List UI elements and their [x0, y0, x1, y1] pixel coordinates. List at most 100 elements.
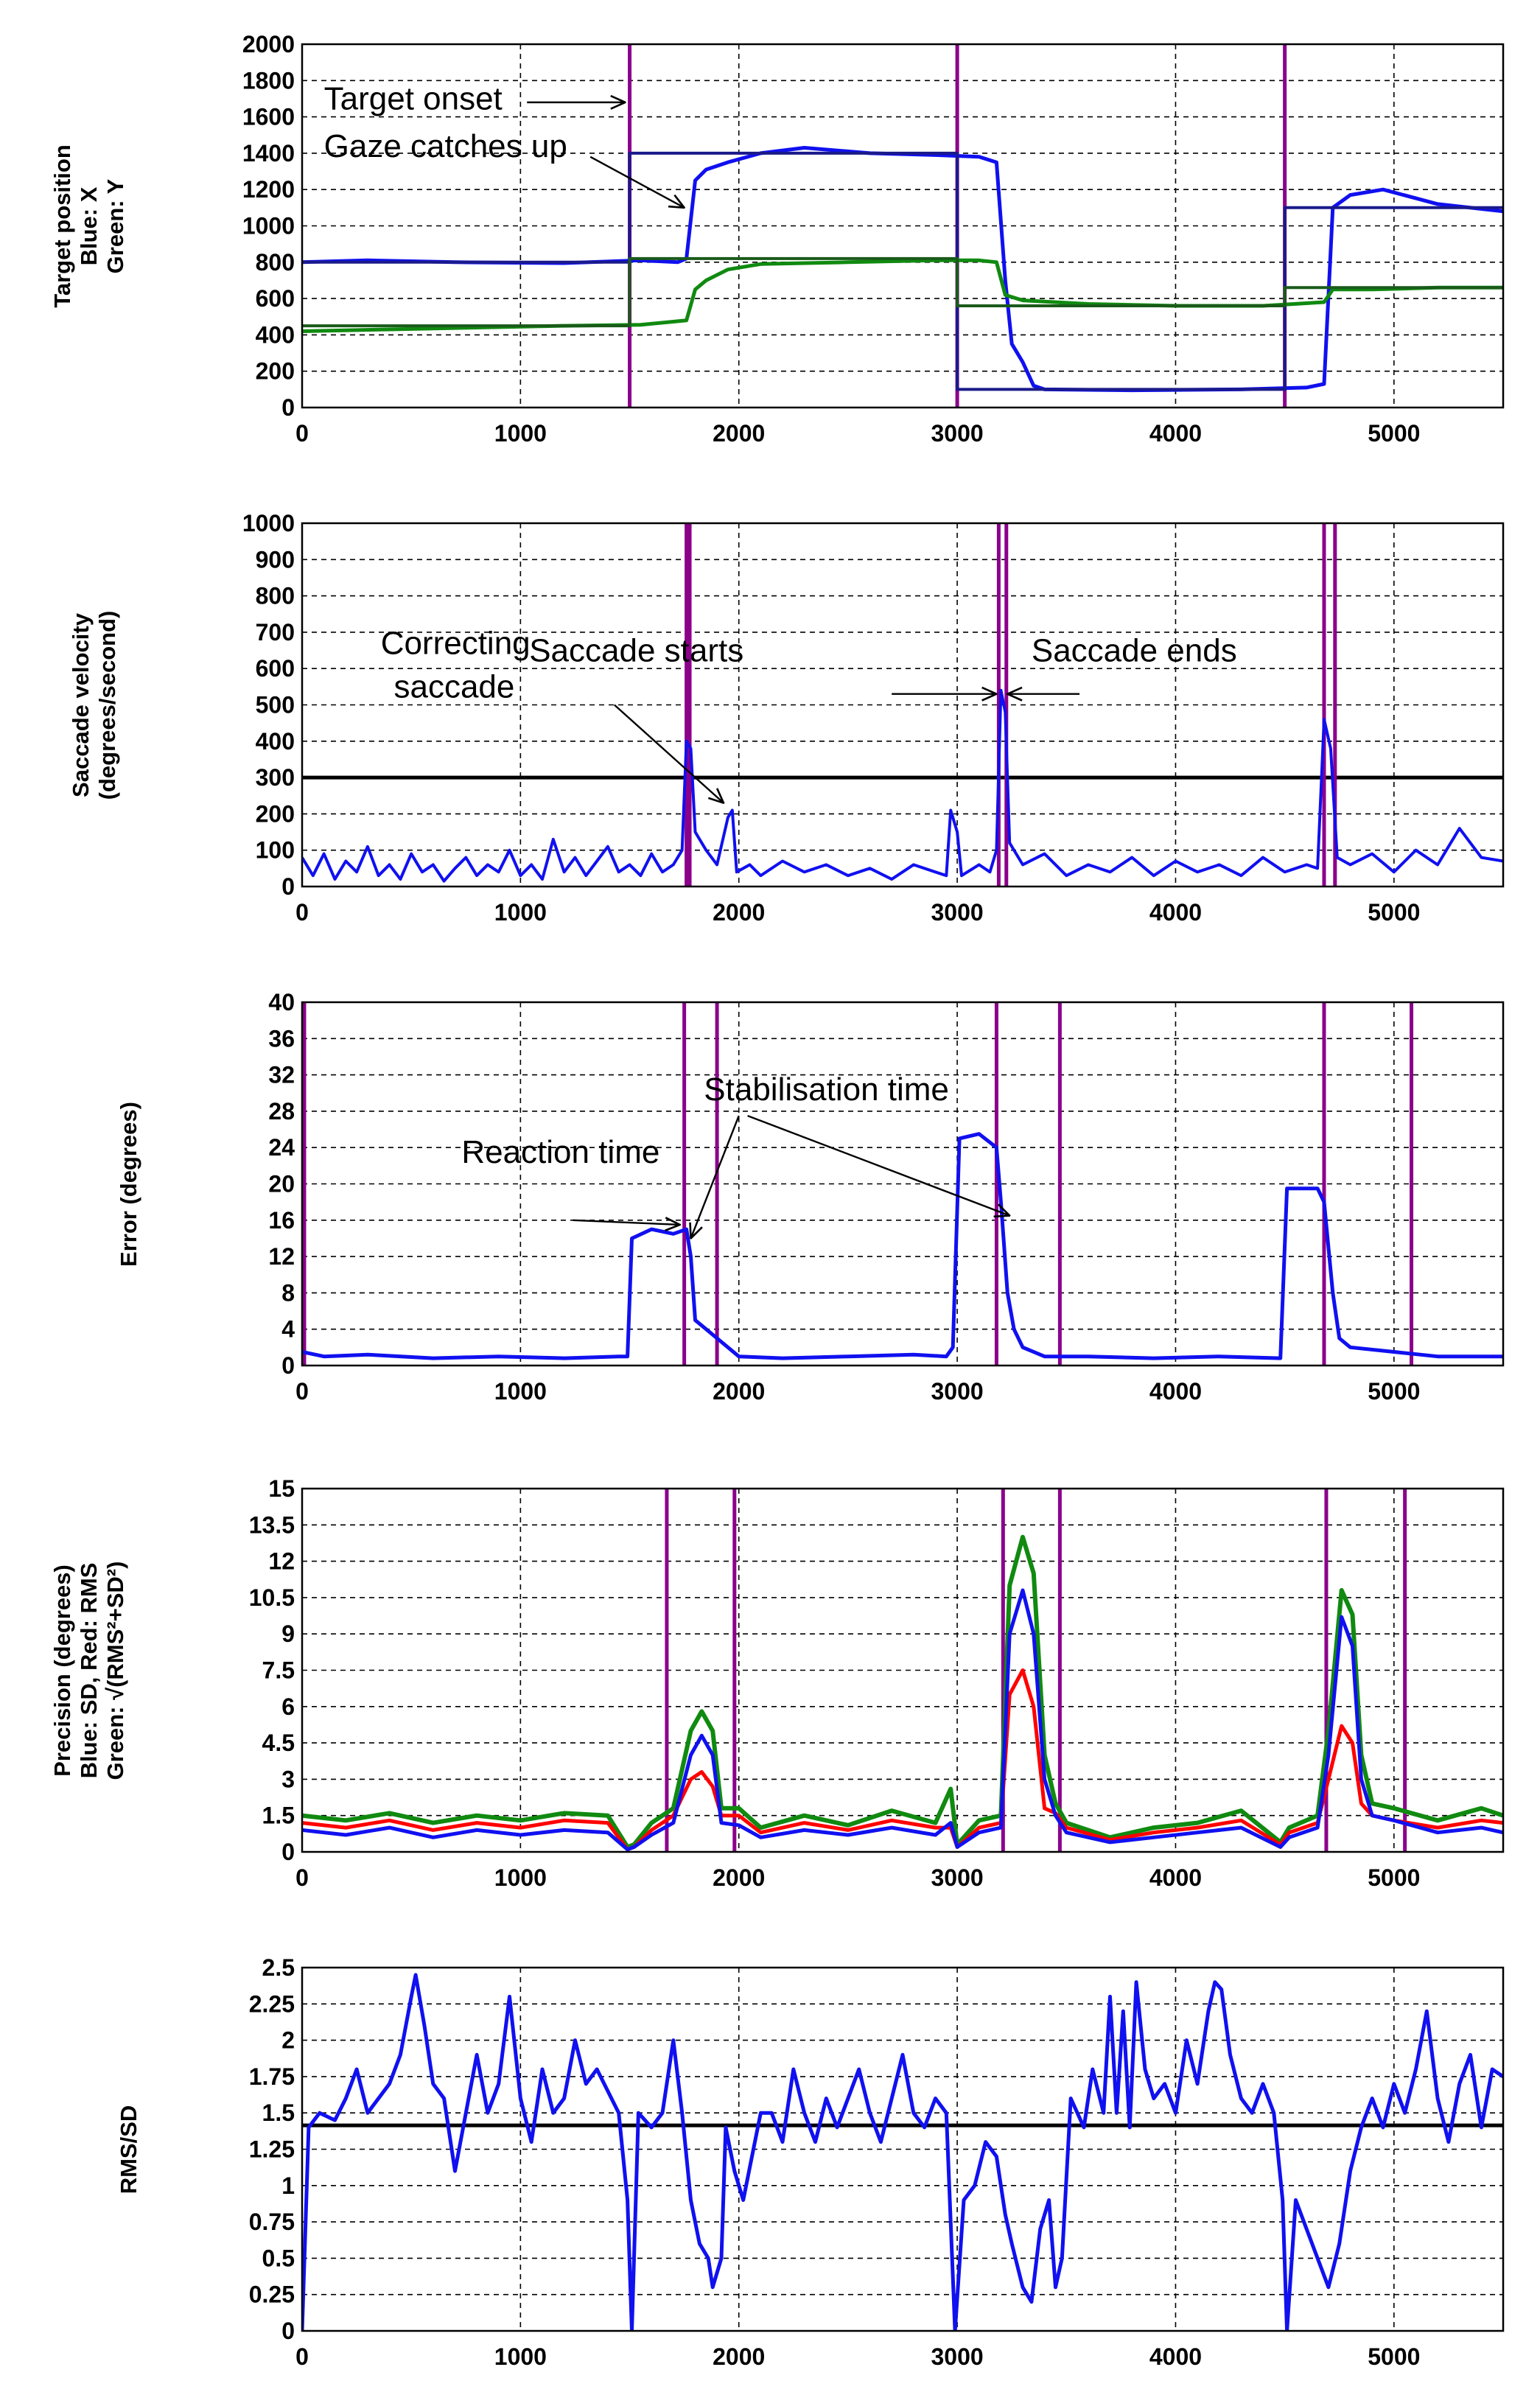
y-tick-label: 1.5	[262, 2099, 295, 2126]
plot-area	[302, 1973, 1503, 2331]
x-tick-label: 0	[295, 1864, 309, 1891]
y-tick-label: 4	[281, 1316, 295, 1343]
y-tick-label: 1000	[242, 510, 295, 536]
x-tick-label: 0	[295, 899, 309, 926]
y-tick-label: 2.5	[262, 1954, 295, 1981]
plot-area	[302, 44, 1503, 408]
annotation-arrow	[573, 1220, 679, 1225]
plot-frame	[301, 43, 1505, 409]
x-tick-label: 3000	[931, 1864, 983, 1891]
y-tick-label: 900	[256, 546, 295, 573]
y-tick-label: 0	[281, 1352, 295, 1379]
annotation-text: Stabilisation time	[704, 1071, 949, 1108]
y-axis-label-line: Green: Y	[102, 178, 128, 273]
y-tick-label: 200	[256, 800, 295, 827]
annotation-text: Saccade ends	[1032, 632, 1237, 668]
x-tick-label: 3000	[931, 899, 983, 926]
y-tick-label: 100	[256, 837, 295, 864]
y-axis-label-line: Precision (degrees)	[49, 1564, 75, 1777]
y-tick-label: 400	[256, 728, 295, 755]
y-tick-label: 0	[281, 873, 295, 900]
y-tick-label: 40	[268, 989, 295, 1015]
series-line	[302, 258, 1503, 333]
chart-panel-5: 0 1000 2000 3000 4000 5000 0 0.25 0.5 0.75 1 1.25 1.…	[116, 1954, 1505, 2370]
series-line	[302, 151, 1503, 391]
x-tick-label: 1000	[494, 1378, 547, 1405]
chart-panel-1: 0 1000 2000 3000 4000 5000 0 200 400 600 800 1000 12…	[49, 31, 1505, 447]
series-line	[302, 1588, 1503, 1852]
series-line	[302, 688, 1503, 883]
y-tick-label: 700	[256, 619, 295, 646]
plot-frame	[301, 1487, 1505, 1853]
y-tick-label: 800	[256, 249, 295, 276]
y-tick-label: 600	[256, 655, 295, 682]
x-tick-label: 0	[295, 1378, 309, 1405]
y-tick-label: 0.5	[262, 2245, 295, 2271]
x-tick-label: 3000	[931, 2343, 983, 2370]
x-tick-label: 5000	[1368, 2343, 1420, 2370]
plot-frame	[301, 1966, 1505, 2332]
y-tick-label: 4.5	[262, 1730, 295, 1756]
chart-panel-4: 0 1000 2000 3000 4000 5000 0 1.5 3 4.5 6 7.5 9 10.5 12…	[49, 1475, 1505, 1891]
y-axis-label-line: (degrees/second)	[94, 611, 120, 800]
series-line	[302, 1132, 1503, 1360]
y-tick-label: 3	[281, 1766, 295, 1792]
x-tick-label: 1000	[494, 899, 547, 926]
y-axis-label-line: Green: √(RMS²+SD²)	[102, 1562, 128, 1780]
y-tick-label: 300	[256, 764, 295, 791]
chart-panel-2: 0 1000 2000 3000 4000 5000 0 100 200 300 400 500 600…	[68, 510, 1505, 926]
y-tick-label: 10.5	[249, 1584, 295, 1611]
y-tick-label: 0	[281, 2318, 295, 2344]
y-axis-label-line: Saccade velocity	[68, 612, 94, 797]
plot-area	[302, 1489, 1503, 1852]
y-axis-label: Target positionBlue: XGreen: Y	[49, 144, 128, 308]
series-line	[302, 1534, 1503, 1850]
y-axis-label-line: Target position	[49, 144, 75, 308]
y-tick-label: 15	[268, 1475, 295, 1502]
y-tick-label: 0.75	[249, 2209, 295, 2235]
annotation-arrow	[691, 1115, 740, 1238]
x-tick-label: 0	[295, 2343, 309, 2370]
y-tick-label: 0	[281, 394, 295, 421]
y-tick-label: 24	[268, 1134, 295, 1161]
y-tick-label: 0.25	[249, 2282, 295, 2308]
x-tick-label: 2000	[713, 1864, 765, 1891]
annotation-text: Gaze catches up	[324, 128, 567, 164]
x-tick-label: 2000	[713, 420, 765, 447]
annotation-text: Correcting	[381, 625, 531, 661]
y-tick-label: 12	[268, 1243, 295, 1270]
y-tick-label: 2000	[242, 31, 295, 57]
x-tick-label: 3000	[931, 1378, 983, 1405]
y-tick-label: 400	[256, 321, 295, 348]
annotation-text: saccade	[393, 669, 514, 705]
y-tick-label: 1600	[242, 104, 295, 130]
y-axis-label: Saccade velocity(degrees/second)	[68, 611, 120, 800]
x-tick-label: 1000	[494, 2343, 547, 2370]
y-tick-label: 1200	[242, 176, 295, 203]
x-tick-label: 5000	[1368, 1378, 1420, 1405]
annotation-text: Reaction time	[461, 1134, 659, 1170]
chart-panel-3: 0 1000 2000 3000 4000 5000 0 4 8 12 16 20 24 28 32 36 40…	[116, 989, 1505, 1405]
y-tick-label: 2	[281, 2027, 295, 2054]
x-tick-label: 4000	[1149, 899, 1202, 926]
y-tick-label: 13.5	[249, 1511, 295, 1538]
y-tick-label: 6	[281, 1693, 295, 1720]
y-tick-label: 1800	[242, 67, 295, 94]
y-tick-label: 2.25	[249, 1990, 295, 2017]
y-tick-label: 800	[256, 583, 295, 609]
x-tick-label: 4000	[1149, 1864, 1202, 1891]
y-tick-label: 20	[268, 1171, 295, 1198]
y-tick-label: 12	[268, 1548, 295, 1575]
plot-frame	[301, 1001, 1505, 1367]
y-tick-label: 1.5	[262, 1803, 295, 1829]
x-tick-label: 5000	[1368, 1864, 1420, 1891]
plot-area	[302, 1002, 1503, 1366]
y-tick-label: 8	[281, 1279, 295, 1306]
y-axis-label: Precision (degrees)Blue: SD, Red: RMSGre…	[49, 1562, 128, 1780]
y-tick-label: 7.5	[262, 1657, 295, 1684]
x-tick-label: 4000	[1149, 420, 1202, 447]
x-tick-label: 4000	[1149, 1378, 1202, 1405]
y-tick-label: 1.25	[249, 2136, 295, 2163]
series-line	[302, 146, 1503, 393]
